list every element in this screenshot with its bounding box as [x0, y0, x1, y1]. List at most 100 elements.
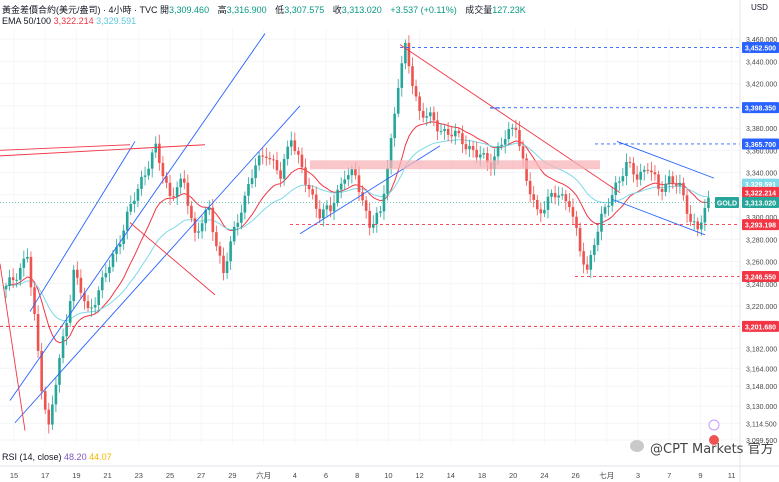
grid-lines	[0, 28, 740, 445]
candle-body	[250, 178, 254, 185]
candle-body	[222, 255, 225, 274]
candle-body	[26, 256, 29, 259]
candle-body	[446, 128, 450, 135]
ema-50-line	[5, 121, 709, 344]
candle-body	[635, 174, 639, 180]
candle-body	[564, 194, 568, 202]
currency-label: USD	[751, 3, 768, 12]
y-tick-label: 3,220.000	[746, 304, 777, 311]
resistance-zone	[310, 160, 600, 170]
candle-body	[418, 96, 421, 111]
candle-body	[453, 130, 457, 137]
candle-body	[593, 244, 596, 255]
candle-body	[568, 201, 571, 208]
candle-body	[76, 269, 79, 278]
candle-body	[332, 203, 336, 212]
candle-body	[108, 266, 111, 274]
x-tick-label: 24	[540, 471, 548, 480]
x-tick-label: 六月	[256, 470, 271, 480]
candle-body	[339, 183, 343, 190]
candle-body	[229, 241, 232, 262]
candle-body	[311, 189, 314, 195]
candle-body	[535, 199, 539, 210]
candle-body	[29, 256, 33, 288]
candle-body	[343, 179, 347, 184]
candle-body	[707, 197, 710, 209]
candle-body	[193, 218, 197, 233]
candle-body	[700, 222, 703, 230]
price-tag-label: 3,452.500	[745, 45, 776, 52]
x-tick-label: 18	[478, 471, 486, 480]
x-tick-label: 9	[698, 471, 702, 480]
price-tag-label: 3,398.350	[745, 106, 776, 113]
candle-body	[207, 207, 211, 211]
candle-body	[617, 181, 621, 183]
candle-body	[667, 176, 671, 184]
candle-body	[557, 195, 560, 198]
candle-body	[257, 155, 261, 166]
candle-body	[211, 207, 215, 233]
candle-body	[475, 149, 478, 158]
y-tick-label: 3,260.000	[746, 260, 777, 267]
candle-body	[628, 161, 632, 163]
candle-body	[689, 213, 692, 222]
candle-body	[58, 358, 61, 385]
candle-body	[657, 174, 660, 189]
candle-body	[421, 110, 425, 118]
candle-body	[532, 194, 536, 200]
candle-body	[264, 156, 268, 158]
price-tag-bg	[742, 102, 779, 114]
candle-body	[578, 227, 582, 252]
price-axis: 3,460.0003,440.0003,420.0003,400.0003,38…	[739, 0, 777, 482]
x-tick-label: 21	[103, 471, 111, 480]
candle-body	[439, 131, 443, 133]
candle-body	[304, 167, 307, 185]
x-tick-label: 14	[447, 471, 455, 480]
price-tag-label: 3,293.198	[745, 223, 776, 230]
rsi-legend: RSI (14, close) 48.20 44.07	[2, 452, 112, 462]
wedge-bottom	[611, 198, 706, 236]
candle-body	[432, 112, 436, 121]
candle-body	[692, 221, 696, 223]
candle-body	[528, 180, 532, 195]
candle-body	[190, 205, 193, 219]
candle-body	[660, 188, 664, 192]
candle-body	[147, 168, 150, 176]
candle-body	[582, 251, 585, 265]
candle-body	[40, 350, 43, 392]
x-tick-label: 25	[166, 471, 174, 480]
candle-body	[425, 116, 429, 118]
candle-body	[525, 158, 528, 181]
y-tick-label: 3,164.000	[746, 366, 777, 373]
candle-body	[575, 216, 578, 228]
candle-body	[68, 301, 72, 323]
y-tick-label: 3,099.500	[746, 438, 777, 445]
event-bolt-icon	[708, 419, 720, 431]
candle-body	[104, 273, 108, 278]
candle-body	[603, 207, 607, 214]
candle-body	[236, 222, 240, 227]
candle-body	[429, 112, 432, 117]
candle-body	[553, 192, 557, 198]
x-tick-label: 26	[571, 471, 579, 480]
candle-body	[600, 213, 603, 232]
candle-body	[543, 209, 546, 214]
channel-line-upper	[9, 33, 266, 401]
candle-body	[47, 409, 51, 425]
candle-body	[268, 157, 272, 160]
candle-body	[293, 140, 297, 152]
time-axis: 15 17 19 21 23 25 27 29 六月 4 6 8 10 12 14 18 20 24 26 七月 3 7 9…	[0, 465, 779, 480]
candle-body	[140, 176, 143, 189]
price-tag-bg	[742, 186, 779, 198]
candle-body	[443, 128, 446, 132]
candle-body	[22, 258, 26, 268]
candle-body	[386, 168, 389, 194]
candle-body	[4, 285, 8, 290]
candle-body	[354, 169, 357, 176]
candle-body	[382, 193, 386, 212]
wechat-icon	[630, 440, 644, 452]
y-tick-label: 3,340.000	[746, 171, 777, 178]
candle-body	[400, 63, 404, 88]
candle-body	[175, 187, 179, 197]
